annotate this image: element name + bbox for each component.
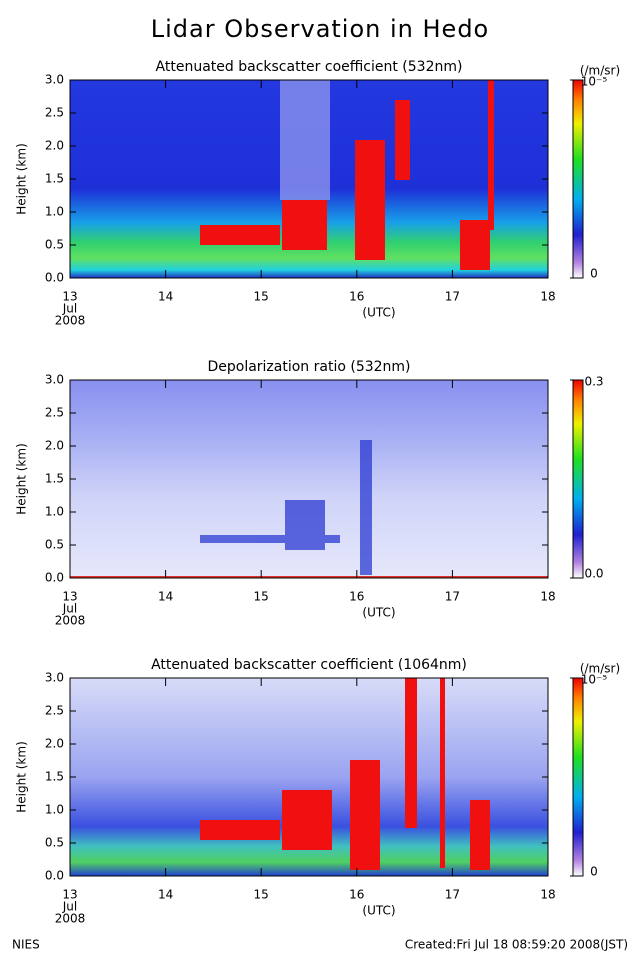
colorbar-tick-label: 10⁻⁵	[581, 673, 608, 687]
x-tick-label: 14	[158, 290, 173, 304]
x-tick-label: 14	[158, 590, 173, 604]
x-tick-label: 13	[62, 590, 77, 604]
x-date-label: 2008	[55, 912, 86, 926]
colorbar-tick-label: 10⁻⁵	[581, 75, 608, 89]
x-tick-label: 18	[540, 290, 555, 304]
y-tick-label: 0.5	[45, 538, 64, 552]
x-tick-label: 15	[254, 590, 269, 604]
x-tick-label: 15	[254, 888, 269, 902]
x-axis-label: (UTC)	[362, 606, 395, 620]
y-tick-label: 1.5	[45, 770, 64, 784]
heatmap-feature	[70, 576, 548, 578]
x-tick-label: 16	[349, 290, 364, 304]
y-tick-label: 3.0	[45, 373, 64, 387]
x-date-label: Jul	[62, 302, 77, 316]
x-tick-label: 17	[445, 590, 460, 604]
colorbar-tick-label: 0	[590, 267, 598, 281]
colorbar	[572, 677, 584, 877]
x-axis-label: (UTC)	[362, 306, 395, 320]
y-tick-label: 1.0	[45, 505, 64, 519]
x-tick-label: 18	[540, 888, 555, 902]
y-tick-label: 2.0	[45, 737, 64, 751]
colorbar-label: (/m/sr)	[580, 662, 620, 676]
y-tick-label: 2.5	[45, 106, 64, 120]
colorbar	[572, 379, 584, 579]
y-tick-label: 0.0	[45, 571, 64, 585]
y-tick-label: 2.5	[45, 406, 64, 420]
heatmap-feature	[200, 80, 494, 270]
x-tick-label: 13	[62, 888, 77, 902]
y-axis-label: Height (km)	[15, 443, 29, 514]
x-tick-label: 15	[254, 290, 269, 304]
footer-left: NIES	[12, 938, 40, 952]
panel-title: Attenuated backscatter coefficient (532n…	[156, 59, 463, 75]
colorbar-label: (/m/sr)	[580, 64, 620, 78]
y-tick-label: 1.0	[45, 803, 64, 817]
colorbar-tick-label: 0	[590, 865, 598, 879]
y-tick-label: 0.0	[45, 869, 64, 883]
y-tick-label: 2.0	[45, 139, 64, 153]
colorbar	[572, 79, 584, 279]
y-tick-label: 1.5	[45, 172, 64, 186]
footer-right: Created:Fri Jul 18 08:59:20 2008(JST)	[405, 938, 628, 952]
x-date-label: Jul	[62, 602, 77, 616]
x-date-label: Jul	[62, 900, 77, 914]
y-tick-label: 2.5	[45, 704, 64, 718]
x-tick-label: 16	[349, 888, 364, 902]
y-tick-label: 3.0	[45, 671, 64, 685]
heatmap-feature	[280, 80, 330, 200]
heatmap-feature	[200, 440, 372, 575]
panel-title: Attenuated backscatter coefficient (1064…	[151, 657, 467, 673]
y-tick-label: 0.5	[45, 238, 64, 252]
x-tick-label: 16	[349, 590, 364, 604]
x-date-label: 2008	[55, 614, 86, 628]
y-axis-label: Height (km)	[15, 741, 29, 812]
heatmap-feature	[200, 678, 490, 870]
x-tick-label: 13	[62, 290, 77, 304]
y-tick-label: 0.0	[45, 271, 64, 285]
x-axis-label: (UTC)	[362, 904, 395, 918]
y-axis-label: Height (km)	[15, 143, 29, 214]
x-tick-label: 14	[158, 888, 173, 902]
y-tick-label: 3.0	[45, 73, 64, 87]
y-tick-label: 0.5	[45, 836, 64, 850]
y-tick-label: 2.0	[45, 439, 64, 453]
colorbar-tick-label: 0.3	[584, 375, 603, 389]
x-tick-label: 17	[445, 888, 460, 902]
x-date-label: 2008	[55, 314, 86, 328]
y-tick-label: 1.0	[45, 205, 64, 219]
x-tick-label: 18	[540, 590, 555, 604]
panel-title: Depolarization ratio (532nm)	[207, 359, 410, 375]
y-tick-label: 1.5	[45, 472, 64, 486]
colorbar-tick-label: 0.0	[584, 567, 603, 581]
x-tick-label: 17	[445, 290, 460, 304]
figure-title: Lidar Observation in Hedo	[151, 15, 490, 43]
